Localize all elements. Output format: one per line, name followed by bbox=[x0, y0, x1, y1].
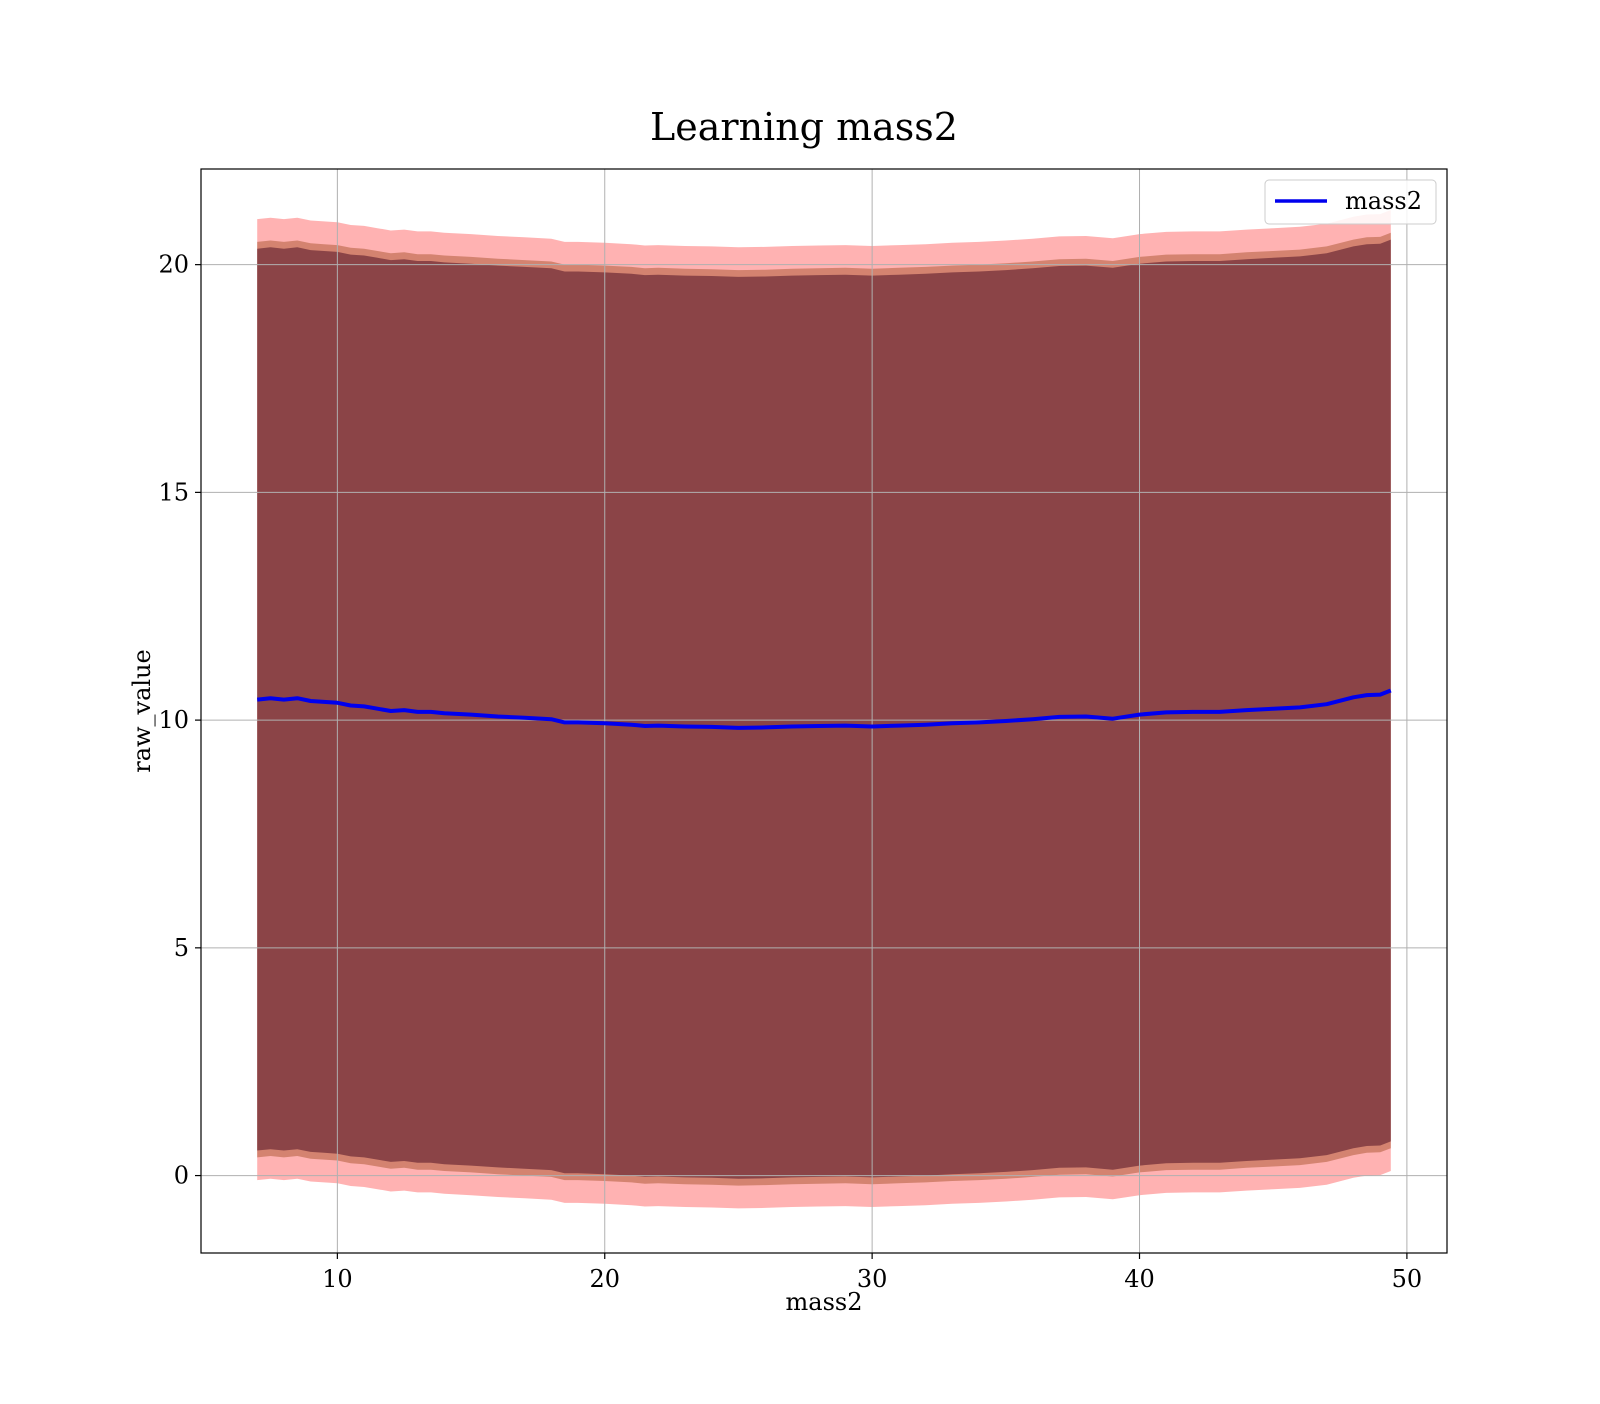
band-inner bbox=[257, 239, 1391, 1179]
x-tick-label: 30 bbox=[857, 1265, 888, 1293]
grid-lines bbox=[201, 169, 1447, 1253]
y-axis-label: raw_value bbox=[128, 649, 156, 773]
y-tick-label: 10 bbox=[158, 706, 189, 734]
x-tick-label: 40 bbox=[1124, 1265, 1155, 1293]
legend: mass2 bbox=[1264, 179, 1437, 225]
chart-title: Learning mass2 bbox=[650, 105, 958, 149]
series-line-mass2 bbox=[256, 688, 1392, 730]
x-axis-ticks: 10 20 30 40 50 bbox=[322, 1253, 1422, 1293]
y-tick-label: 20 bbox=[158, 251, 189, 279]
series-lines bbox=[256, 688, 1392, 730]
x-axis-label: mass2 bbox=[786, 1288, 863, 1316]
x-tick-label: 50 bbox=[1392, 1265, 1423, 1293]
legend-label-mass2: mass2 bbox=[1345, 187, 1422, 215]
legend-box bbox=[1264, 179, 1437, 225]
y-tick-label: 5 bbox=[174, 934, 189, 962]
confidence-bands bbox=[257, 210, 1391, 1209]
y-tick-label: 0 bbox=[174, 1162, 189, 1190]
x-tick-label: 10 bbox=[322, 1265, 353, 1293]
y-tick-label: 15 bbox=[158, 478, 189, 506]
y-axis-ticks: 0 5 10 15 20 bbox=[158, 251, 201, 1190]
plot-area-frame bbox=[200, 168, 1448, 1254]
x-tick-label: 20 bbox=[589, 1265, 620, 1293]
